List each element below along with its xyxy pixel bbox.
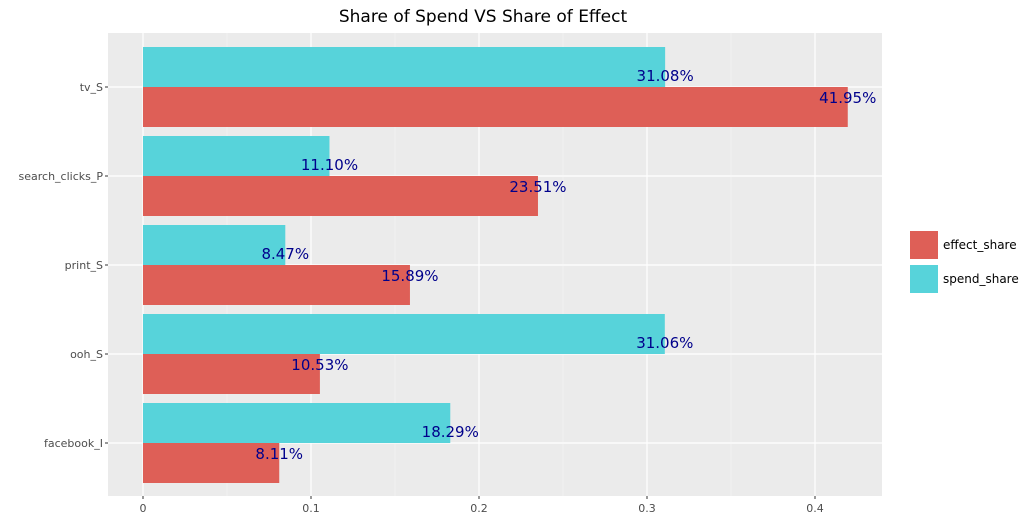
x-tick-label: 0.3 [638,502,656,515]
x-tick-label: 0 [140,502,147,515]
bar-effect-share-tv_S [143,87,848,127]
bar-effect-share-facebook_I [143,443,280,483]
x-tick-label: 0.1 [302,502,320,515]
bar-spend-share-tv_S [143,47,666,87]
y-tick-label: facebook_I [44,437,103,450]
y-tick-label: tv_S [80,81,103,94]
legend-label: effect_share [943,238,1017,252]
bar-effect-share-ooh_S [143,354,320,394]
chart-title: Share of Spend VS Share of Effect [339,7,628,27]
legend-swatch-spend-share [910,265,938,293]
bar-effect-share-search_clicks_P [143,176,538,216]
data-label-spend-share: 11.10% [301,156,358,174]
legend: effect_share spend_share [910,231,1019,293]
data-label-effect-share: 10.53% [291,356,348,374]
data-label-spend-share: 18.29% [422,423,479,441]
bar-effect-share-print_S [143,265,410,305]
data-label-spend-share: 8.47% [261,245,309,263]
bar-spend-share-ooh_S [143,314,665,354]
data-label-effect-share: 15.89% [381,267,438,285]
bar-spend-share-print_S [143,225,286,265]
data-label-effect-share: 41.95% [819,89,876,107]
x-tick-label: 0.4 [806,502,824,515]
legend-swatch-effect-share [910,231,938,259]
y-tick-label: search_clicks_P [19,170,104,183]
y-tick-label: print_S [65,259,103,272]
data-label-effect-share: 8.11% [255,445,303,463]
legend-label: spend_share [943,272,1019,286]
x-tick-label: 0.2 [470,502,488,515]
data-label-spend-share: 31.06% [636,334,693,352]
bar-spend-share-search_clicks_P [143,136,330,176]
data-label-effect-share: 23.51% [509,178,566,196]
y-tick-label: ooh_S [70,348,103,361]
data-label-spend-share: 31.08% [637,67,694,85]
bar-spend-share-facebook_I [143,403,451,443]
